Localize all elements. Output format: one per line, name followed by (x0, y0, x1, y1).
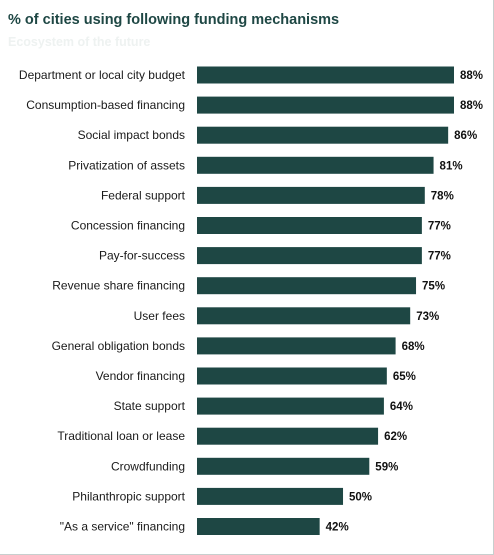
value-label-state-support: 64% (390, 401, 413, 413)
bar-department-or-local-city-budget (197, 66, 454, 84)
bar-crowdfunding (197, 457, 370, 475)
bar-social-impact-bonds (197, 126, 449, 144)
category-label-concession-financing: Concession financing (71, 219, 185, 233)
value-label-traditional-loan-or-lease: 62% (384, 431, 407, 443)
bar-federal-support (197, 186, 425, 204)
value-label-general-obligation-bonds: 68% (402, 341, 425, 353)
value-label-consumption-based-financing: 88% (460, 100, 483, 112)
bar-vendor-financing (197, 367, 387, 385)
bar-pay-for-success (197, 247, 422, 265)
value-label-user-fees: 73% (416, 311, 439, 323)
bar-as-a-service-financing (197, 518, 320, 535)
value-label-vendor-financing: 65% (393, 371, 416, 383)
chart-title: % of cities using following funding mech… (8, 12, 340, 28)
value-label-crowdfunding: 59% (375, 461, 398, 473)
bar-user-fees (197, 307, 411, 325)
bar-philanthropic-support (197, 487, 344, 505)
bar-general-obligation-bonds (197, 337, 396, 355)
value-label-pay-for-success: 77% (428, 251, 451, 263)
value-label-federal-support: 78% (431, 190, 454, 202)
bar-traditional-loan-or-lease (197, 427, 379, 445)
category-label-consumption-based-financing: Consumption-based financing (26, 98, 185, 112)
category-label-vendor-financing: Vendor financing (96, 369, 185, 383)
category-label-social-impact-bonds: Social impact bonds (78, 128, 185, 142)
value-label-department-or-local-city-budget: 88% (460, 70, 483, 82)
value-label-as-a-service-financing: 42% (326, 522, 349, 534)
category-label-revenue-share-financing: Revenue share financing (52, 279, 185, 293)
category-label-philanthropic-support: Philanthropic support (72, 489, 185, 503)
chart-subtitle: Ecosystem of the future (8, 35, 151, 49)
bar-consumption-based-financing (197, 96, 454, 114)
category-label-traditional-loan-or-lease: Traditional loan or lease (57, 429, 185, 443)
category-label-general-obligation-bonds: General obligation bonds (52, 339, 185, 353)
value-label-social-impact-bonds: 86% (454, 130, 477, 142)
category-label-user-fees: User fees (134, 309, 185, 323)
category-label-crowdfunding: Crowdfunding (111, 459, 185, 473)
category-label-department-or-local-city-budget: Department or local city budget (19, 68, 186, 82)
bar-revenue-share-financing (197, 277, 417, 295)
category-label-federal-support: Federal support (101, 188, 186, 202)
bar-privatization-of-assets (197, 156, 434, 174)
value-label-privatization-of-assets: 81% (440, 160, 463, 172)
value-label-concession-financing: 77% (428, 221, 451, 233)
category-label-state-support: State support (114, 399, 186, 413)
category-label-privatization-of-assets: Privatization of assets (68, 158, 185, 172)
value-label-philanthropic-support: 50% (349, 491, 372, 503)
category-label-pay-for-success: Pay-for-success (99, 249, 185, 263)
bar-state-support (197, 397, 384, 415)
value-label-revenue-share-financing: 75% (422, 281, 445, 293)
category-label-as-a-service-financing: "As a service" financing (60, 520, 185, 534)
bar-concession-financing (197, 217, 422, 234)
